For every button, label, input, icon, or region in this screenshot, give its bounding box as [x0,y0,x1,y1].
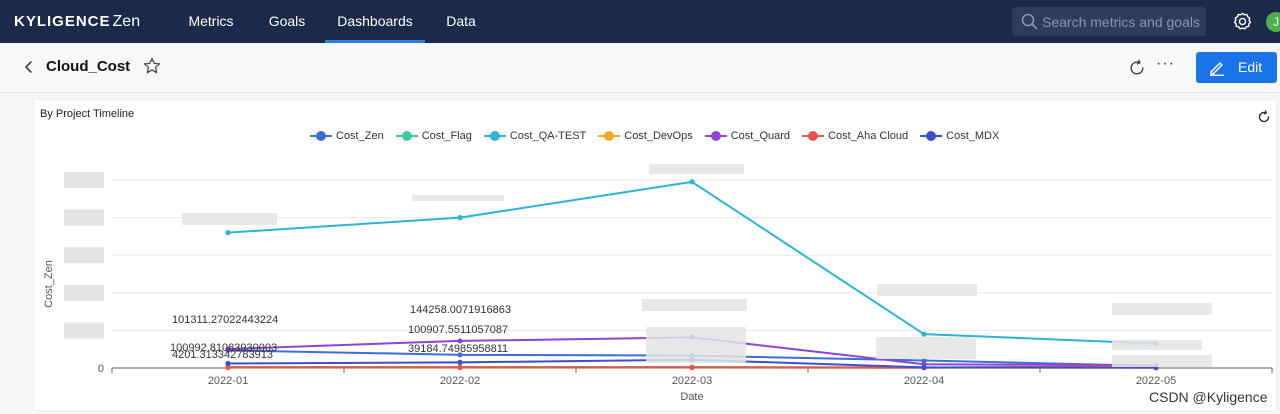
dashboard-title: Cloud_Cost [46,58,131,75]
data-point-cost-qa-test [225,230,231,236]
pencil-icon [1210,62,1224,76]
y-tick-label-redacted [64,209,104,226]
data-point-cost-quard [225,346,231,352]
y-tick-label-redacted [64,172,104,188]
data-label: 100992.81083930003 [170,342,277,354]
data-label: 39184.74985958811 [408,343,508,355]
more-options-button[interactable]: ··· [1156,55,1175,72]
legend-swatch [598,131,621,141]
x-tick-label: 2022-01 [208,375,248,387]
x-axis-title: Date [680,391,703,403]
refresh-icon[interactable] [1128,59,1146,77]
watermark: CSDN @Kyligence [1149,389,1268,405]
legend-swatch [483,131,506,141]
y-tick-label-redacted [64,284,104,301]
data-label-redacted [649,164,744,174]
data-point-cost-qa-test [689,179,695,185]
legend-swatch [802,131,825,141]
brand-suffix: Zen [112,13,141,30]
edit-button-label: Edit [1238,59,1263,75]
search-box[interactable] [1012,7,1206,36]
data-point-cost-aha-cloud [225,364,231,371]
dashboard-header: Cloud_Cost ··· Edit [0,43,1280,93]
legend-item-cost-qa-test[interactable]: Cost_QA-TEST [483,129,587,143]
legend-item-cost-devops[interactable]: Cost_DevOps [598,129,693,143]
legend-swatch [310,131,332,141]
legend-item-cost-flag[interactable]: Cost_Flag [395,129,472,143]
data-point-cost-qa-test [457,215,463,221]
line-chart: 0 2022-01 2022-02 2022-03 2022-04 2022-05 Date… [43,164,1273,403]
data-point-cost-zen [921,357,927,364]
x-tick-label: 2022-02 [440,375,480,387]
data-label: 144258.0071916863 [410,304,511,316]
x-tick-label: 2022-04 [904,375,944,387]
y-tick-label-redacted [64,322,104,339]
kyligence-logo[interactable]: KYLIGENCE Zen [14,13,140,31]
legend-item-cost-zen[interactable]: Cost_Zen [310,129,384,143]
legend-label: Cost_Zen [336,130,384,142]
top-navigation-bar: KYLIGENCE Zen Metrics Goals Dashboards Da… [0,0,1280,43]
back-chevron-icon[interactable] [22,59,36,75]
chart-legend: Cost_Zen Cost_Flag Cost_QA-TEST Cost_DevOps… [310,129,1011,143]
favorite-star-icon[interactable] [143,57,161,75]
legend-label: Cost_MDX [946,130,1000,142]
data-label: 101311.27022443224 [172,314,278,326]
legend-item-cost-mdx[interactable]: Cost_MDX [920,129,999,143]
data-label-redacted [412,195,504,201]
nav-goals[interactable]: Goals [268,13,306,29]
user-avatar[interactable]: J [1266,12,1280,32]
data-point-cost-zen [457,352,463,358]
data-point-cost-qa-test [921,331,927,337]
edit-button[interactable]: Edit [1196,52,1277,83]
data-point-cost-aha-cloud [457,364,463,371]
data-label-redacted [182,213,277,225]
nav-metrics[interactable]: Metrics [188,13,234,29]
data-label-redacted [1112,355,1212,367]
legend-label: Cost_QA-TEST [509,130,587,142]
x-tick-label: 2022-03 [672,375,712,387]
legend-item-cost-aha-cloud[interactable]: Cost_Aha Cloud [802,129,908,143]
data-point-cost-aha-cloud [689,364,695,371]
chart-refresh-icon[interactable] [1257,110,1271,124]
chart-title: By Project Timeline [40,108,135,120]
y-tick-label-redacted [64,247,104,264]
nav-data[interactable]: Data [446,13,476,29]
data-label-redacted [876,337,976,359]
search-input[interactable] [1042,7,1202,36]
data-label-redacted [646,327,746,363]
data-label: 4201.313342783913 [172,349,273,361]
data-point-cost-mdx [225,360,231,367]
series-line-cost-qa-test [227,180,1157,345]
data-label-redacted [1112,303,1212,315]
nav-dashboards[interactable]: Dashboards [325,0,425,43]
legend-label: Cost_Quard [730,130,791,142]
legend-label: Cost_DevOps [624,130,693,142]
data-point-cost-mdx [457,359,463,365]
x-tick-label: 2022-05 [1136,375,1176,387]
legend-swatch [704,131,727,141]
legend-swatch [395,131,418,141]
search-icon [1021,13,1038,30]
data-label-redacted [642,299,747,311]
data-label: 100907.5511057087 [408,324,508,336]
brand-name: KYLIGENCE [14,13,111,30]
data-point-cost-quard [457,338,463,344]
gear-icon[interactable] [1233,12,1252,31]
legend-label: Cost_Flag [421,130,472,142]
data-label-redacted [1112,340,1202,350]
legend-item-cost-quard[interactable]: Cost_Quard [704,129,791,143]
legend-label: Cost_Aha Cloud [828,130,909,142]
y-axis-title: Cost_Zen [43,260,55,308]
data-label-redacted [877,284,977,296]
y-tick-label: 0 [98,363,104,375]
legend-swatch [920,131,943,141]
data-point-cost-mdx [921,364,927,371]
chart-card: By Project Timeline Cost_Zen Cost_Flag Cos… [33,99,1277,411]
